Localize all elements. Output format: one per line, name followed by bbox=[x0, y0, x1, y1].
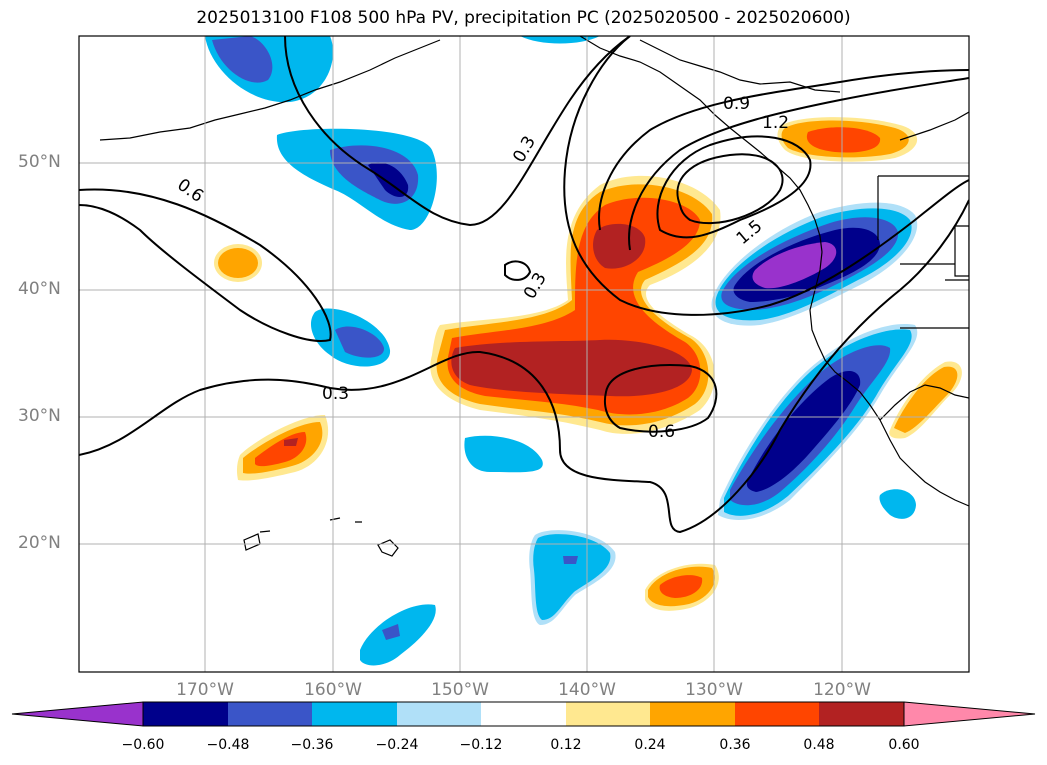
map-frame bbox=[78, 35, 970, 673]
lon-label-130w: 130°W bbox=[685, 680, 743, 700]
colorbar-segment bbox=[650, 702, 735, 726]
lat-label-40n: 40°N bbox=[18, 279, 61, 299]
lat-label-30n: 30°N bbox=[18, 406, 61, 426]
colorbar-min-extend bbox=[11, 701, 144, 727]
contour-label: 0.3 bbox=[509, 133, 540, 166]
colorbar bbox=[11, 701, 1036, 727]
colorbar-segment bbox=[312, 702, 397, 726]
lon-label-150w: 150°W bbox=[431, 680, 489, 700]
colorbar-tick: 0.12 bbox=[550, 737, 582, 753]
colorbar-segment bbox=[566, 702, 650, 726]
colorbar-max-extend bbox=[903, 701, 1036, 727]
lon-label-120w: 120°W bbox=[813, 680, 871, 700]
colorbar-tick: −0.48 bbox=[206, 737, 250, 753]
colorbar-segment bbox=[481, 702, 566, 726]
contour-label: 0.6 bbox=[173, 175, 207, 207]
contour-label: 0.3 bbox=[520, 269, 551, 302]
colorbar-segment bbox=[819, 702, 904, 726]
coastlines bbox=[99, 36, 969, 557]
colorbar-segment bbox=[143, 702, 228, 726]
lon-label-160w: 160°W bbox=[304, 680, 362, 700]
colorbar-tick: 0.24 bbox=[634, 737, 666, 753]
contour-label: 0.6 bbox=[648, 422, 675, 442]
pv-contours bbox=[79, 36, 969, 534]
lon-label-170w: 170°W bbox=[176, 680, 234, 700]
colorbar-tick: −0.24 bbox=[375, 737, 419, 753]
colorbar-tick: −0.12 bbox=[459, 737, 503, 753]
colorbar-tick: −0.36 bbox=[290, 737, 334, 753]
colorbar-segment bbox=[735, 702, 819, 726]
colorbar-segment bbox=[228, 702, 312, 726]
colorbar-tick: 0.48 bbox=[803, 737, 835, 753]
colorbar-segment bbox=[397, 702, 481, 726]
colorbar-tick: 0.36 bbox=[719, 737, 751, 753]
lat-label-20n: 20°N bbox=[18, 533, 61, 553]
contour-label: 1.2 bbox=[762, 113, 789, 133]
lon-label-140w: 140°W bbox=[558, 680, 616, 700]
lat-label-50n: 50°N bbox=[18, 152, 61, 172]
chart-title: 2025013100 F108 500 hPa PV, precipitatio… bbox=[196, 8, 851, 28]
colorbar-tick: 0.60 bbox=[888, 737, 920, 753]
contour-label: 0.3 bbox=[322, 384, 349, 404]
map-area: 0.3 0.6 0.9 1.2 1.5 0.3 0.3 0.6 bbox=[79, 36, 969, 672]
colorbar-tick: −0.60 bbox=[121, 737, 165, 753]
precip-fills bbox=[205, 36, 962, 666]
contour-label: 0.9 bbox=[723, 94, 750, 114]
